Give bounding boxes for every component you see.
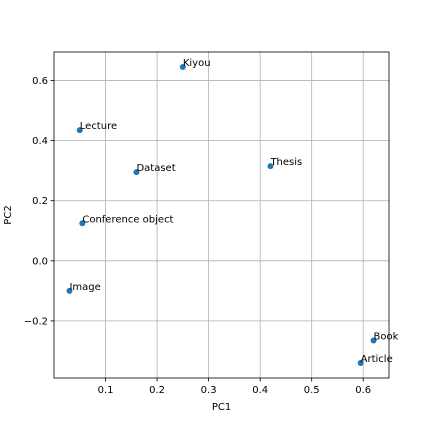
y-tick-label: 0.6 [32,76,48,87]
x-axis-label: PC1 [212,402,231,413]
x-tick-label: 0.2 [149,385,165,396]
y-tick-label: 0.4 [32,136,48,147]
x-tick-label: 0.3 [201,385,217,396]
data-points [66,64,377,366]
data-point [79,220,86,227]
data-point [357,359,364,366]
x-tick-label: 0.4 [252,385,268,396]
y-axis-label: PC2 [3,205,14,224]
x-tick-label: 0.1 [98,385,114,396]
data-point [133,169,140,176]
point-labels: Kiyou Lecture Dataset Thesis Conference obje… [69,58,398,365]
data-point [76,127,83,134]
data-point-label: Article [361,354,393,365]
data-point-label: Lecture [80,121,117,132]
data-point-label: Image [69,282,100,293]
plot-frame [53,51,390,379]
data-point-label: Conference object [82,214,173,225]
y-tick-label: 0.2 [32,196,48,207]
data-point-label: Kiyou [183,58,211,69]
data-point-label: Dataset [136,163,175,174]
data-point-label: Thesis [269,157,302,168]
y-tick-label: −0.2 [24,316,48,327]
data-point [370,337,377,344]
x-tick-label: 0.6 [355,385,371,396]
data-point-label: Book [374,331,399,342]
data-point [179,64,186,71]
y-axis: −0.2 0.0 0.2 0.4 0.6 [24,76,54,327]
data-point [66,287,73,294]
plot-background [54,52,389,378]
y-tick-label: 0.0 [32,256,48,267]
data-point [267,163,274,170]
x-tick-label: 0.5 [304,385,320,396]
x-axis: 0.1 0.2 0.3 0.4 0.5 0.6 [98,378,371,396]
grid [54,52,389,378]
